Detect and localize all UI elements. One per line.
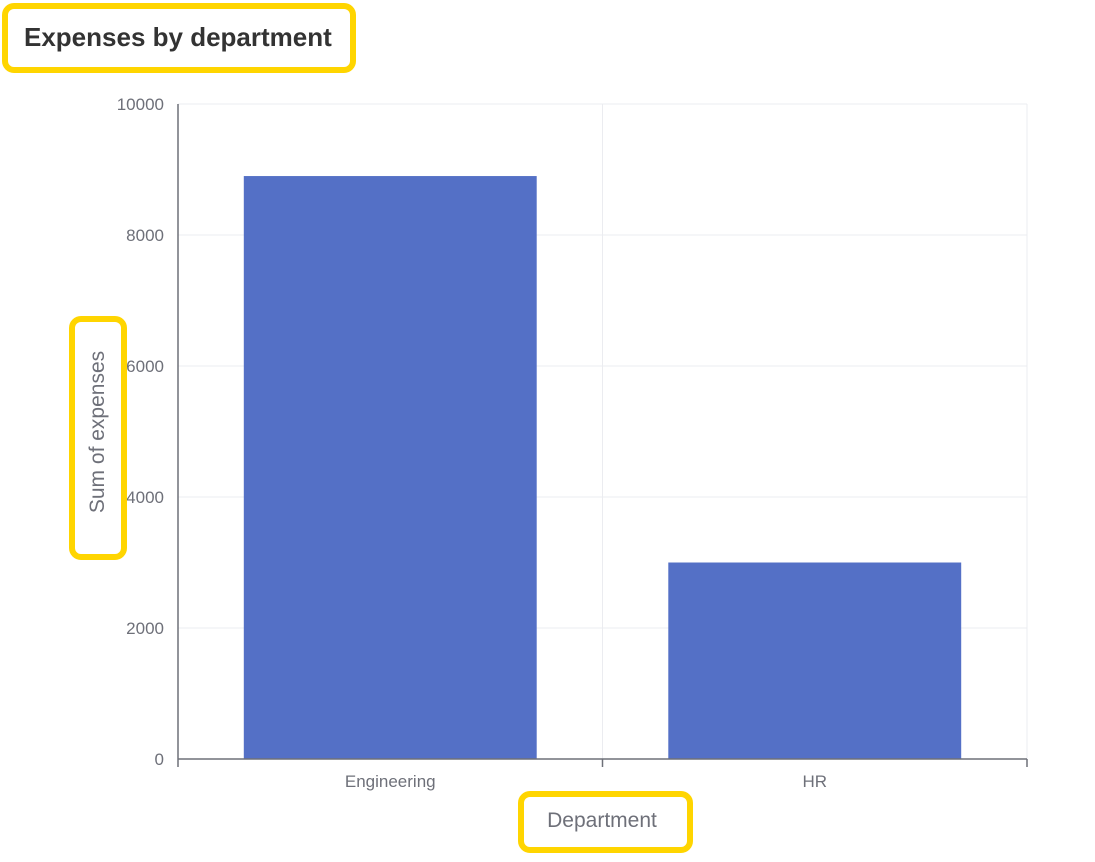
- y-axis-label: Sum of expenses: [86, 351, 109, 513]
- y-tick-label: 8000: [126, 226, 164, 245]
- y-axis-ticks: 0 2000 4000 6000 8000 10000: [117, 95, 164, 769]
- bar-hr[interactable]: [668, 562, 962, 760]
- y-tick-label: 10000: [117, 95, 164, 114]
- chart-title: Expenses by department: [24, 22, 332, 52]
- x-axis-label-highlight-box: [518, 791, 693, 853]
- title-highlight-box: [2, 3, 356, 73]
- x-axis-ticks: Engineering HR: [177, 759, 1028, 791]
- x-tick-label: Engineering: [345, 772, 436, 791]
- x-axis-label: Department: [547, 809, 657, 832]
- y-tick-label: 0: [155, 750, 164, 769]
- bars: [243, 176, 962, 760]
- y-tick-label: 2000: [126, 619, 164, 638]
- y-tick-label: 4000: [126, 488, 164, 507]
- bar-engineering[interactable]: [243, 176, 537, 760]
- x-tick-label: HR: [802, 772, 827, 791]
- y-axis-label-highlight-box: [69, 316, 127, 560]
- y-tick-label: 6000: [126, 357, 164, 376]
